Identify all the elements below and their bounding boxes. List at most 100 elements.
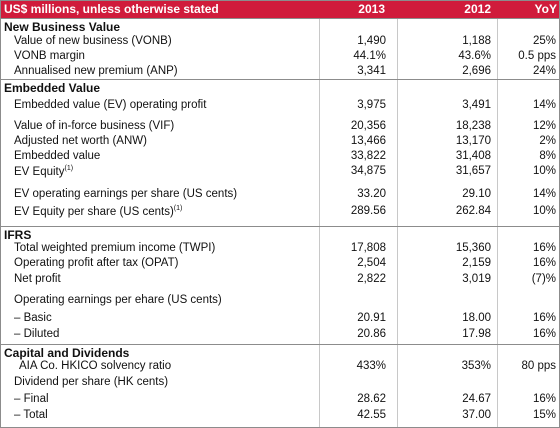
value-2012: 43.6% bbox=[458, 50, 491, 62]
value-2013: 20.91 bbox=[357, 312, 386, 324]
value-yoy: 15% bbox=[532, 409, 556, 421]
section-title: New Business Value bbox=[4, 20, 121, 34]
table-row: – Total 42.55 37.00 15% bbox=[1, 409, 559, 424]
row-label: EV operating earnings per share (US cent… bbox=[14, 188, 238, 200]
value-yoy: 16% bbox=[532, 328, 556, 340]
value-yoy: 16% bbox=[532, 393, 556, 405]
value-2012: 24.67 bbox=[462, 393, 491, 405]
value-2013: 17,808 bbox=[350, 242, 386, 254]
value-2012: 31,657 bbox=[455, 165, 491, 177]
value-2013: 42.55 bbox=[357, 409, 386, 421]
section-title: Embedded Value bbox=[4, 81, 101, 95]
value-yoy: 16% bbox=[532, 312, 556, 324]
value-2013: 33.20 bbox=[357, 188, 386, 200]
value-2012: 18.00 bbox=[462, 312, 491, 324]
table-row: Dividend per share (HK cents) bbox=[1, 376, 559, 391]
value-2012: 1,188 bbox=[462, 35, 491, 47]
row-label: VONB margin bbox=[14, 50, 85, 62]
section-title: Capital and Dividends bbox=[4, 346, 130, 360]
value-2012: 15,360 bbox=[455, 242, 491, 254]
row-label: Total weighted premium income (TWPI) bbox=[14, 242, 216, 254]
header-2013: 2013 bbox=[358, 2, 385, 16]
value-yoy: 14% bbox=[532, 99, 556, 111]
value-yoy: 8% bbox=[539, 150, 556, 162]
value-2013: 1,490 bbox=[357, 35, 386, 47]
value-yoy: 12% bbox=[532, 120, 556, 132]
section-embedded-value: Embedded Value bbox=[1, 79, 559, 226]
value-2013: 20,356 bbox=[350, 120, 386, 132]
value-2013: 44.1% bbox=[353, 50, 386, 62]
table-row: EV Equity per share (US cents)(1) 289.56… bbox=[1, 205, 559, 220]
row-label: Net profit bbox=[14, 273, 61, 285]
row-label: Value of in-force business (VIF) bbox=[14, 120, 175, 132]
value-yoy: 0.5 pps bbox=[518, 50, 556, 62]
section-title: IFRS bbox=[4, 228, 32, 242]
value-yoy: 24% bbox=[532, 65, 556, 77]
row-label-text: EV Equity per share (US cents) bbox=[14, 206, 174, 218]
table-row: Embedded value 33,822 31,408 8% bbox=[1, 150, 559, 165]
table-row: – Basic 20.91 18.00 16% bbox=[1, 312, 559, 327]
table-row: Net profit 2,822 3,019 (7)% bbox=[1, 273, 559, 288]
value-yoy: 16% bbox=[532, 242, 556, 254]
value-yoy: 16% bbox=[532, 257, 556, 269]
table-row: EV Equity(1) 34,875 31,657 10% bbox=[1, 165, 559, 180]
row-label-text: EV Equity bbox=[14, 166, 65, 178]
footnote-marker: (1) bbox=[173, 205, 183, 212]
row-label: Annualised new premium (ANP) bbox=[14, 65, 178, 77]
row-label: EV Equity per share (US cents)(1) bbox=[14, 205, 182, 218]
table-row: Total weighted premium income (TWPI) 17,… bbox=[1, 242, 559, 257]
table-row: Operating profit after tax (OPAT) 2,504 … bbox=[1, 257, 559, 272]
header-yoy: YoY bbox=[534, 2, 557, 16]
column-divider bbox=[397, 18, 398, 427]
value-2012: 3,491 bbox=[462, 99, 491, 111]
value-yoy: 10% bbox=[532, 205, 556, 217]
value-2012: 17.98 bbox=[462, 328, 491, 340]
value-2012: 262.84 bbox=[455, 205, 491, 217]
table-row: Operating earnings per ehare (US cents) bbox=[1, 294, 559, 309]
value-2013: 2,822 bbox=[357, 273, 386, 285]
row-label: – Final bbox=[14, 393, 49, 405]
row-label: – Diluted bbox=[14, 328, 60, 340]
value-yoy: 14% bbox=[532, 188, 556, 200]
value-2013: 289.56 bbox=[350, 205, 386, 217]
value-2012: 2,696 bbox=[462, 65, 491, 77]
column-divider bbox=[319, 18, 320, 427]
column-divider bbox=[497, 18, 498, 427]
table-row: Value of in-force business (VIF) 20,356 … bbox=[1, 120, 559, 135]
header-units-label: US$ millions, unless otherwise stated bbox=[4, 2, 219, 16]
value-yoy: 10% bbox=[532, 165, 556, 177]
section-capital-and-dividends: Capital and Dividends bbox=[1, 344, 559, 428]
value-2013: 3,975 bbox=[357, 99, 386, 111]
value-2012: 353% bbox=[461, 360, 491, 372]
value-2013: 3,341 bbox=[357, 65, 386, 77]
row-label: Embedded value bbox=[14, 150, 101, 162]
value-2013: 13,466 bbox=[350, 135, 386, 147]
value-2012: 3,019 bbox=[462, 273, 491, 285]
row-label: – Basic bbox=[14, 312, 52, 324]
value-yoy: (7)% bbox=[531, 273, 556, 285]
table-row: VONB margin 44.1% 43.6% 0.5 pps bbox=[1, 50, 559, 65]
row-label: Dividend per share (HK cents) bbox=[14, 376, 169, 388]
table-row: Value of new business (VONB) 1,490 1,188… bbox=[1, 35, 559, 50]
table-row: AIA Co. HKICO solvency ratio 433% 353% 8… bbox=[1, 360, 559, 375]
row-label: Adjusted net worth (ANW) bbox=[14, 135, 147, 147]
row-label: EV Equity(1) bbox=[14, 165, 73, 178]
value-2012: 29.10 bbox=[462, 188, 491, 200]
row-label: Embedded value (EV) operating profit bbox=[14, 99, 207, 111]
table-row: Adjusted net worth (ANW) 13,466 13,170 2… bbox=[1, 135, 559, 150]
value-2012: 31,408 bbox=[455, 150, 491, 162]
footnote-marker: (1) bbox=[64, 165, 74, 172]
value-2013: 20.86 bbox=[357, 328, 386, 340]
section-new-business-value: New Business Value bbox=[1, 18, 559, 79]
section-ifrs: IFRS bbox=[1, 226, 559, 344]
value-2012: 37.00 bbox=[462, 409, 491, 421]
row-label: AIA Co. HKICO solvency ratio bbox=[19, 360, 172, 372]
value-2013: 34,875 bbox=[350, 165, 386, 177]
header-2012: 2012 bbox=[464, 2, 491, 16]
row-label: Operating profit after tax (OPAT) bbox=[14, 257, 179, 269]
value-2013: 433% bbox=[356, 360, 386, 372]
value-2013: 28.62 bbox=[357, 393, 386, 405]
value-2012: 13,170 bbox=[455, 135, 491, 147]
table-row: Annualised new premium (ANP) 3,341 2,696… bbox=[1, 65, 559, 80]
